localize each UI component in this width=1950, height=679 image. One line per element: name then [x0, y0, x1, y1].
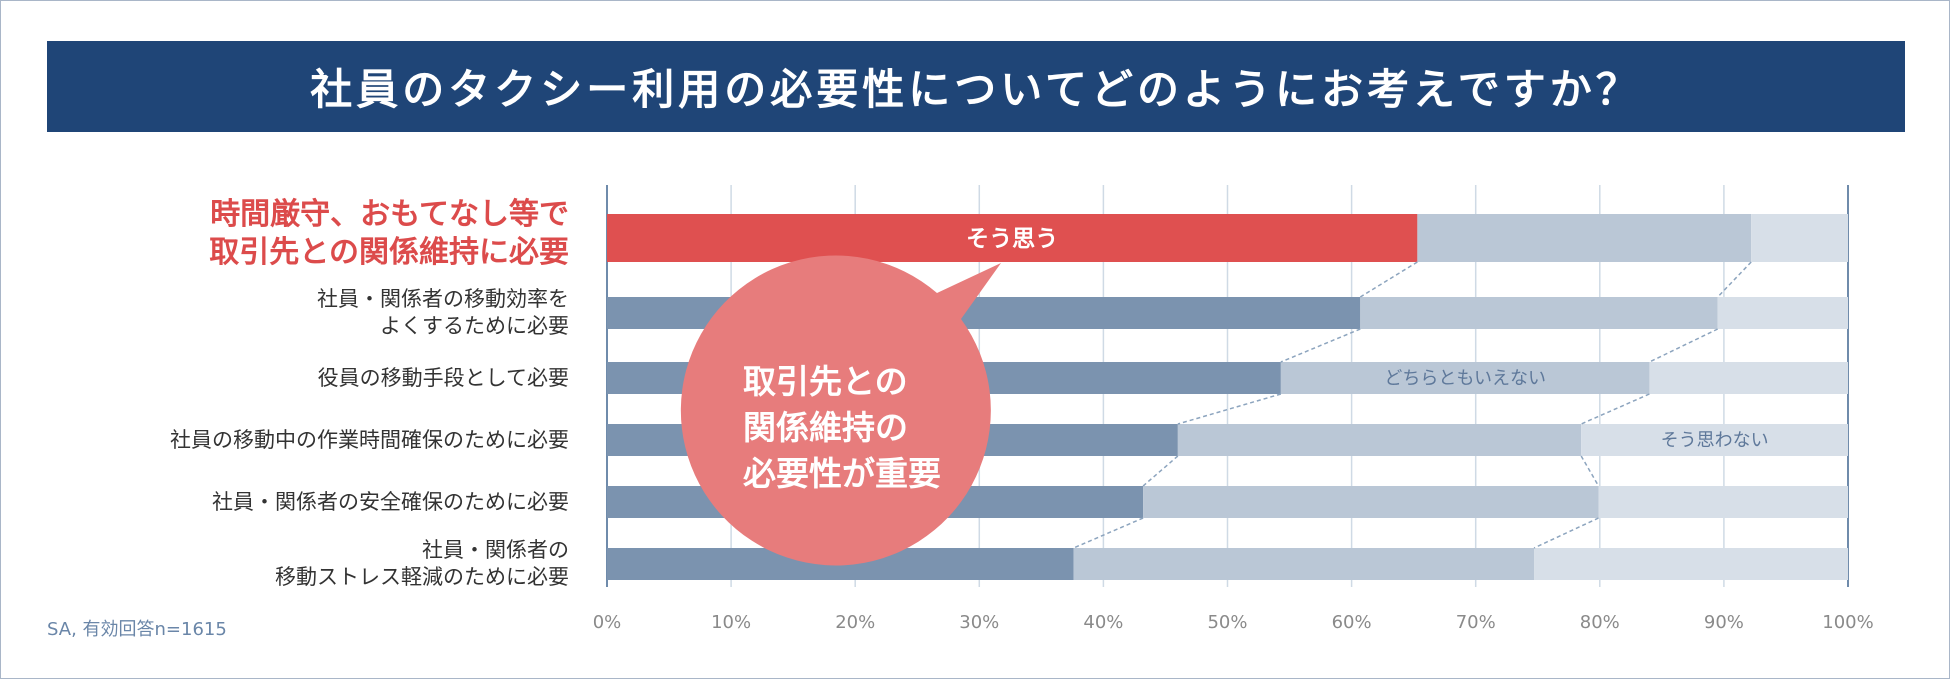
connector-line: [1073, 517, 1144, 549]
speech-bubble-shape: [680, 255, 1001, 566]
bar-segment: [1598, 486, 1848, 518]
x-tick-label: 80%: [1580, 612, 1620, 633]
category-label: 社員・関係者の安全確保のために必要: [212, 489, 569, 514]
bar-segment: [1073, 548, 1535, 580]
sample-note: SA, 有効回答n=1615: [47, 619, 227, 640]
x-tick-label: 100%: [1822, 612, 1873, 633]
chart-title: 社員のタクシー利用の必要性についてどのようにお考えですか？: [310, 65, 1642, 114]
category-label: 役員の移動手段として必要: [317, 365, 569, 390]
connector-line: [1142, 455, 1179, 487]
series-label: どちらともいえない: [1384, 368, 1546, 389]
bar-segment: [1649, 362, 1848, 394]
x-tick-label: 70%: [1456, 612, 1496, 633]
title-banner: 社員のタクシー利用の必要性についてどのようにお考えですか？: [47, 41, 1905, 132]
connector-line: [1177, 393, 1282, 425]
connector-line: [1580, 393, 1650, 425]
x-tick-label: 50%: [1207, 612, 1247, 633]
x-tick-label: 40%: [1083, 612, 1123, 633]
bar-segment: [1143, 486, 1599, 518]
x-tick-label: 30%: [959, 612, 999, 633]
speech-bubble-text: 取引先との 関係維持の 必要性が重要: [743, 362, 941, 493]
connector-line: [1649, 328, 1719, 363]
x-tick-label: 20%: [835, 612, 875, 633]
connector-line: [1580, 455, 1600, 487]
category-label: 時間厳守、おもてなし等で 取引先との関係維持に必要: [209, 197, 569, 270]
bar-segment: [1360, 297, 1718, 329]
category-label: 社員の移動中の作業時間確保のために必要: [170, 427, 569, 452]
bar-segment: [1751, 214, 1848, 262]
x-tick-label: 90%: [1704, 612, 1744, 633]
category-label: 社員・関係者の 移動ストレス軽減のために必要: [275, 538, 569, 589]
bar-segment: [1717, 297, 1848, 329]
series-label: そう思う: [966, 226, 1058, 252]
bar-segment: [1417, 214, 1752, 262]
connector-line: [1359, 261, 1418, 298]
bar-segment: [1177, 424, 1582, 456]
bar-segment: [1280, 362, 1650, 394]
connector-line: [1717, 261, 1752, 298]
x-tick-label: 0%: [593, 612, 622, 633]
x-axis-ticks: 0% 10% 20% 30% 40% 50% 60% 70% 80% 90% 100%: [593, 612, 1874, 633]
x-tick-label: 10%: [711, 612, 751, 633]
bar-segment: [1581, 424, 1848, 456]
bar-segment: [1534, 548, 1848, 580]
connector-lines: [1073, 261, 1752, 549]
series-label: そう思わない: [1661, 430, 1769, 451]
connector-line: [1533, 517, 1599, 549]
speech-bubble: [680, 255, 1001, 566]
bar-segment: [607, 214, 1418, 262]
category-label: 社員・関係者の移動効率を よくするために必要: [317, 287, 569, 338]
x-tick-label: 60%: [1332, 612, 1372, 633]
connector-line: [1280, 328, 1361, 363]
